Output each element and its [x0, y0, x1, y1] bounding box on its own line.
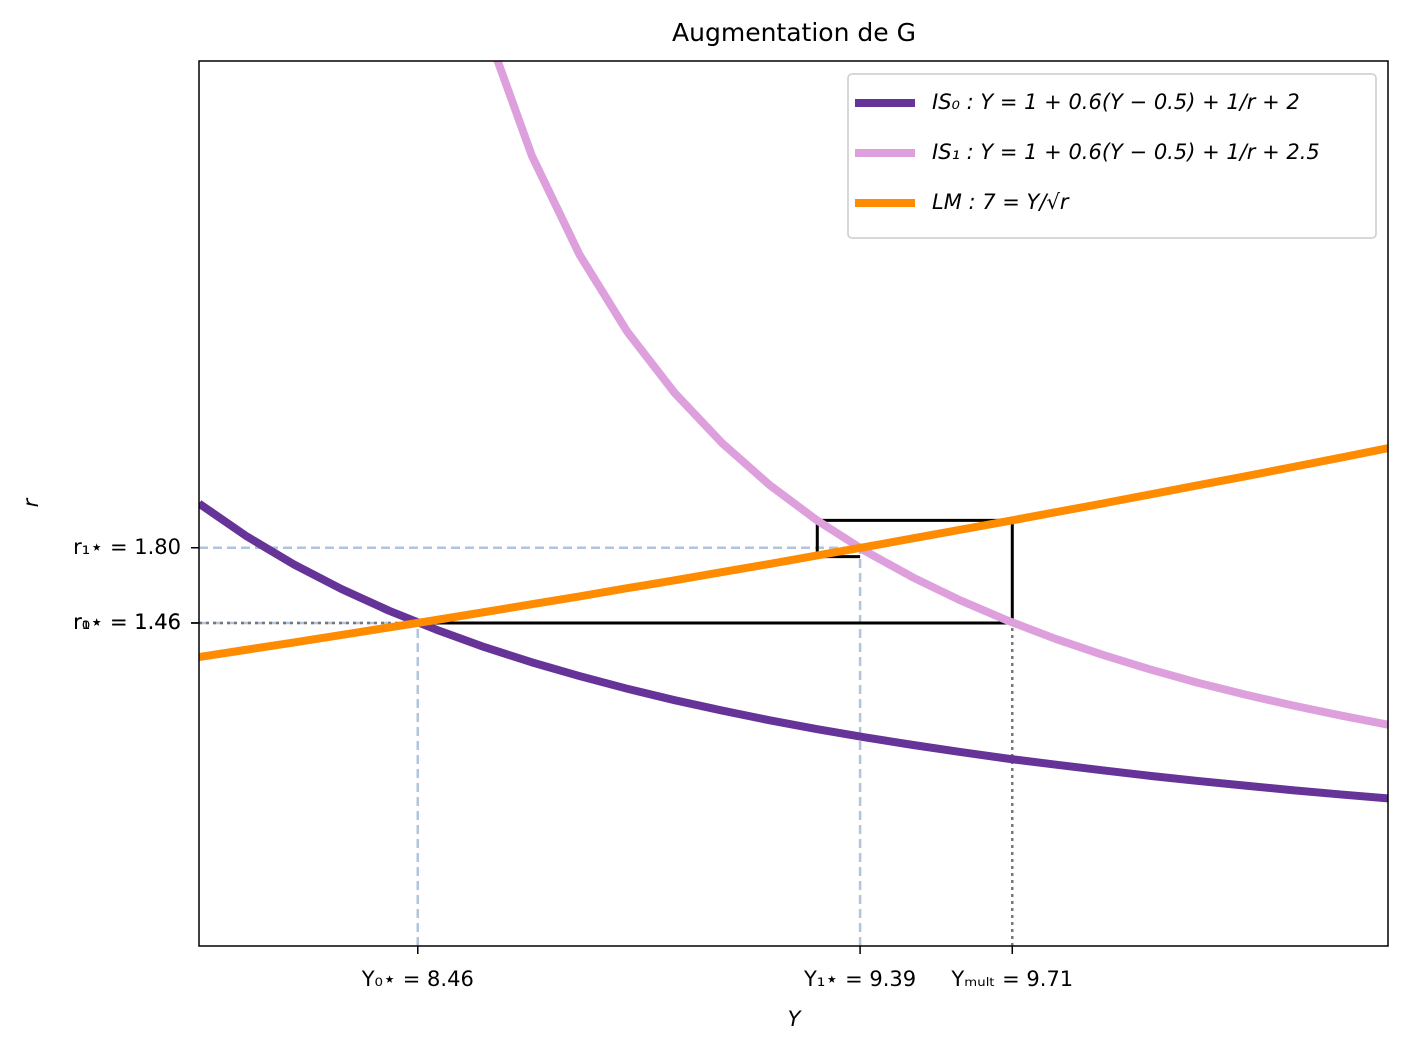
- x-axis-label: Y: [788, 1007, 803, 1031]
- y-tick-label: r₁⋆ = 1.46: [73, 610, 181, 634]
- legend-label: IS₁ : Y = 1 + 0.6(Y − 0.5) + 1/r + 2.5: [932, 140, 1320, 164]
- series-line: [199, 500, 1388, 803]
- chart-title: Augmentation de G: [672, 18, 916, 47]
- series-line: [199, 444, 1388, 662]
- x-tick-label: Yₘᵤₗₜ = 9.71: [950, 967, 1073, 991]
- legend-label: LM : 7 = Y/√r: [932, 190, 1070, 214]
- axes-frame: [198, 60, 1389, 947]
- legend-box: [847, 73, 1377, 239]
- plot-area: [199, 61, 1388, 803]
- y-tick-label: r₁⋆ = 1.80: [73, 535, 181, 559]
- x-tick-label: Y₁⋆ = 9.39: [803, 967, 916, 991]
- legend: IS₀ : Y = 1 + 0.6(Y − 0.5) + 1/r + 2 IS₁ …: [855, 90, 1320, 214]
- ticks: Y₀⋆ = 8.46 Y₁⋆ = 9.39 Yₘᵤₗₜ = 9.71 r₀⋆ = 1.…: [73, 535, 1073, 991]
- series-line: [493, 61, 1388, 729]
- y-tick-label: r₀⋆ = 1.46: [73, 610, 181, 634]
- y-axis-label: r: [19, 497, 43, 507]
- x-tick-label: Y₀⋆ = 8.46: [361, 967, 474, 991]
- legend-label: IS₀ : Y = 1 + 0.6(Y − 0.5) + 1/r + 2: [932, 90, 1300, 114]
